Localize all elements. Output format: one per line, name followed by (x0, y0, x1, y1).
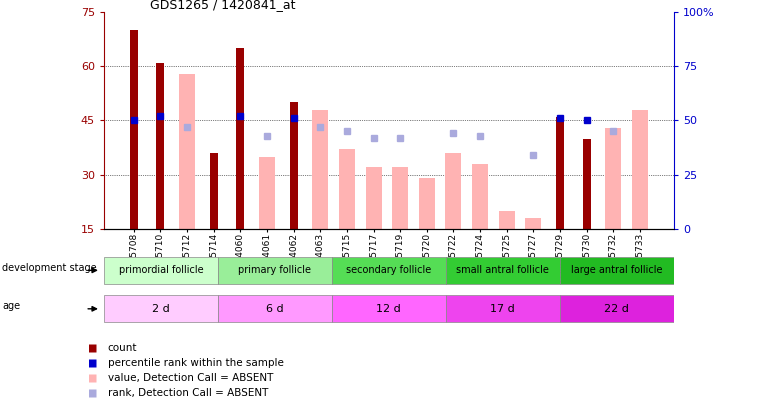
Text: 12 d: 12 d (377, 304, 401, 314)
Bar (332, 295, 446, 322)
Bar (218, 295, 332, 322)
Text: 6 d: 6 d (266, 304, 283, 314)
Text: age: age (2, 301, 20, 311)
Bar (290, 102, 298, 229)
Bar (259, 157, 275, 229)
Text: development stage: development stage (2, 263, 97, 273)
Text: large antral follicle: large antral follicle (571, 265, 662, 275)
Text: small antral follicle: small antral follicle (457, 265, 549, 275)
Bar (560, 257, 674, 284)
Bar (446, 295, 560, 322)
Bar (236, 48, 244, 229)
Bar (332, 257, 446, 284)
Bar (419, 178, 435, 229)
Bar (104, 295, 218, 322)
Bar (472, 164, 488, 229)
Bar (446, 257, 560, 284)
Text: 17 d: 17 d (490, 304, 515, 314)
Bar (392, 167, 408, 229)
Bar (179, 74, 195, 229)
Bar (499, 211, 514, 229)
Text: primordial follicle: primordial follicle (119, 265, 203, 275)
Text: GDS1265 / 1420841_at: GDS1265 / 1420841_at (149, 0, 295, 11)
Bar (583, 139, 591, 229)
Bar (104, 257, 218, 284)
Text: percentile rank within the sample: percentile rank within the sample (108, 358, 283, 368)
Text: secondary follicle: secondary follicle (346, 265, 431, 275)
Text: 2 d: 2 d (152, 304, 170, 314)
Text: 22 d: 22 d (604, 304, 629, 314)
Bar (130, 30, 138, 229)
Text: primary follicle: primary follicle (239, 265, 311, 275)
Bar (209, 153, 218, 229)
Bar (445, 153, 461, 229)
Bar (366, 167, 381, 229)
Bar (156, 63, 165, 229)
Bar (632, 110, 648, 229)
Text: rank, Detection Call = ABSENT: rank, Detection Call = ABSENT (108, 388, 268, 399)
Bar (525, 218, 541, 229)
Bar (560, 295, 674, 322)
Bar (339, 149, 355, 229)
Text: value, Detection Call = ABSENT: value, Detection Call = ABSENT (108, 373, 273, 383)
Bar (556, 117, 564, 229)
Bar (313, 110, 328, 229)
Text: count: count (108, 343, 137, 353)
Bar (605, 128, 621, 229)
Bar (218, 257, 332, 284)
